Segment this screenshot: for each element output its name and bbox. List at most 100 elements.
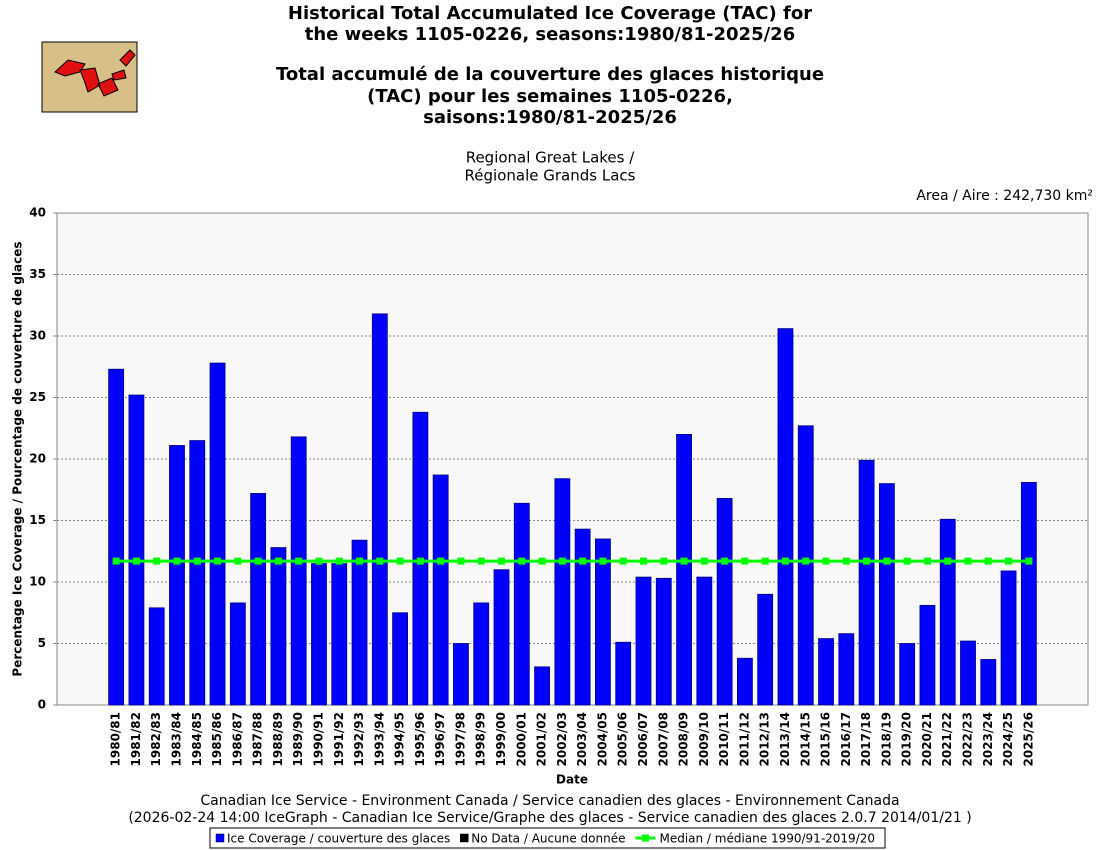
x-tick-label: 2010/11 bbox=[717, 712, 731, 766]
median-marker bbox=[214, 557, 222, 565]
legend-label: Ice Coverage / couverture des glaces bbox=[227, 832, 450, 846]
median-marker bbox=[356, 557, 364, 565]
median-marker bbox=[761, 557, 769, 565]
median-marker bbox=[639, 557, 647, 565]
median-marker bbox=[396, 557, 404, 565]
median-marker bbox=[335, 557, 343, 565]
median-marker bbox=[923, 557, 931, 565]
median-marker bbox=[883, 557, 891, 565]
bar bbox=[311, 563, 327, 706]
x-tick-label: 1982/83 bbox=[149, 712, 163, 766]
y-tick-label: 30 bbox=[29, 329, 46, 343]
median-marker bbox=[741, 557, 749, 565]
bar bbox=[757, 593, 774, 706]
x-tick-label: 1994/95 bbox=[393, 712, 407, 766]
y-tick-label: 35 bbox=[29, 267, 46, 281]
bar bbox=[635, 576, 652, 706]
bar bbox=[473, 602, 490, 706]
x-tick-label: 1981/82 bbox=[129, 712, 143, 766]
bar bbox=[797, 425, 814, 706]
median-marker bbox=[903, 557, 911, 565]
y-tick-label: 5 bbox=[38, 636, 46, 650]
x-tick-label: 2003/04 bbox=[575, 712, 589, 766]
median-marker bbox=[1025, 557, 1033, 565]
median-marker bbox=[822, 557, 830, 565]
median-marker bbox=[1005, 557, 1013, 565]
bar bbox=[878, 483, 895, 706]
x-tick-label: 2021/22 bbox=[940, 712, 954, 766]
median-marker bbox=[193, 557, 201, 565]
x-tick-label: 2019/20 bbox=[900, 712, 914, 766]
x-tick-label: 2025/26 bbox=[1021, 712, 1035, 766]
bar bbox=[270, 547, 287, 706]
bar bbox=[108, 368, 125, 706]
median-marker bbox=[721, 557, 729, 565]
y-tick-label: 40 bbox=[29, 206, 46, 220]
median-marker bbox=[376, 557, 384, 565]
median-marker bbox=[274, 557, 282, 565]
median-marker bbox=[700, 557, 708, 565]
x-tick-label: 2017/18 bbox=[859, 712, 873, 766]
x-tick-label: 2023/24 bbox=[981, 712, 995, 766]
median-marker bbox=[579, 557, 587, 565]
bar bbox=[169, 445, 185, 706]
x-tick-label: 2024/25 bbox=[1001, 712, 1015, 766]
chart-subtitle: Régionale Grands Lacs bbox=[465, 167, 636, 185]
bar bbox=[1020, 481, 1037, 706]
median-marker bbox=[619, 557, 627, 565]
bar bbox=[493, 569, 510, 706]
x-tick-label: 2009/10 bbox=[697, 712, 711, 766]
map-icon bbox=[41, 41, 138, 113]
x-tick-label: 2013/14 bbox=[778, 712, 792, 766]
median-marker bbox=[295, 557, 303, 565]
median-marker bbox=[234, 557, 242, 565]
x-tick-label: 1985/86 bbox=[210, 712, 224, 766]
bar bbox=[818, 638, 834, 706]
x-tick-label: 2022/23 bbox=[961, 712, 975, 766]
x-tick-label: 1997/98 bbox=[453, 712, 467, 766]
x-tick-label: 1980/81 bbox=[109, 712, 123, 766]
x-tick-label: 2004/05 bbox=[595, 712, 609, 766]
x-tick-label: 2011/12 bbox=[737, 712, 751, 766]
median-marker bbox=[660, 557, 668, 565]
x-tick-label: 2015/16 bbox=[819, 712, 833, 766]
footer: Canadian Ice Service - Environment Canad… bbox=[200, 793, 899, 809]
annotation: Area / Aire : 242,730 km² bbox=[916, 188, 1093, 204]
bar bbox=[351, 539, 368, 706]
x-tick-label: 2000/01 bbox=[514, 712, 528, 766]
bar bbox=[453, 643, 469, 706]
x-tick-label: 2020/21 bbox=[920, 712, 934, 766]
x-tick-label: 2016/17 bbox=[839, 712, 853, 766]
x-axis-label: Date bbox=[556, 773, 588, 787]
chart-title: Total accumulé de la couverture des glac… bbox=[276, 64, 824, 85]
median-marker bbox=[781, 557, 789, 565]
bar bbox=[148, 607, 165, 706]
legend-label: No Data / Aucune donnée bbox=[471, 832, 625, 846]
median-marker bbox=[416, 557, 424, 565]
median-marker bbox=[538, 557, 546, 565]
median-marker bbox=[112, 557, 120, 565]
x-tick-label: 1996/97 bbox=[433, 712, 447, 766]
bar bbox=[716, 497, 733, 706]
x-tick-label: 1988/89 bbox=[271, 712, 285, 766]
bar bbox=[554, 478, 571, 706]
x-tick-label: 2001/02 bbox=[535, 712, 549, 766]
x-tick-label: 2014/15 bbox=[798, 712, 812, 766]
median-marker bbox=[842, 557, 850, 565]
y-tick-label: 10 bbox=[29, 575, 46, 589]
bar bbox=[595, 538, 611, 706]
x-tick-label: 1983/84 bbox=[169, 712, 183, 766]
bar bbox=[229, 602, 246, 706]
bar bbox=[676, 433, 692, 706]
bar bbox=[615, 641, 632, 706]
bar bbox=[432, 474, 449, 706]
median-marker bbox=[518, 557, 526, 565]
x-tick-label: 2012/13 bbox=[758, 712, 772, 766]
bar bbox=[250, 493, 267, 706]
x-tick-label: 1995/96 bbox=[413, 712, 427, 766]
median-marker bbox=[437, 557, 445, 565]
x-tick-label: 2002/03 bbox=[555, 712, 569, 766]
bar bbox=[899, 643, 916, 706]
median-marker bbox=[944, 557, 952, 565]
bar bbox=[777, 328, 794, 706]
